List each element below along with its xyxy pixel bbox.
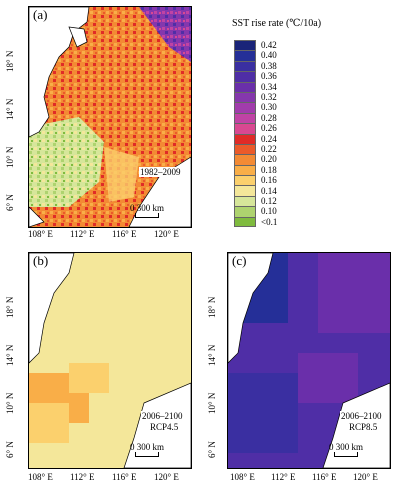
legend-label: 0.18 — [261, 164, 277, 175]
legend-label: 0.14 — [261, 185, 277, 196]
legend-label: 0.12 — [261, 196, 277, 206]
legend — [234, 40, 256, 228]
legend-swatch — [234, 216, 256, 228]
scale-label-c: 0 300 km — [329, 442, 364, 452]
legend-label: 0.24 — [261, 133, 277, 144]
legend-swatch — [234, 81, 256, 92]
lon-label-c-108: 108° E — [230, 472, 255, 482]
lon-label-a-116: 116° E — [112, 229, 137, 239]
legend-swatch — [234, 71, 256, 82]
legend-swatch — [234, 40, 256, 51]
lat-label-c-18: 18° N — [207, 296, 217, 318]
lat-label-a-10: 10° N — [5, 146, 15, 168]
lon-label-a-108: 108° E — [28, 229, 53, 239]
legend-swatch — [234, 112, 256, 124]
legend-swatch — [234, 133, 256, 144]
legend-swatch — [234, 102, 256, 113]
lat-label-b-18: 18° N — [5, 296, 15, 318]
lat-label-a-6: 6° N — [5, 194, 15, 211]
lon-label-c-112: 112° E — [271, 472, 296, 482]
legend-swatch — [234, 164, 256, 176]
legend-label: 0.30 — [261, 102, 277, 113]
lat-label-b-6: 6° N — [5, 441, 15, 458]
lon-label-b-120: 120° E — [154, 472, 179, 482]
sst-map-c — [228, 253, 390, 468]
legend-swatch — [234, 195, 256, 207]
map-panel-b: (b) 2006–2100 RCP4.5 0 300 km — [28, 252, 192, 469]
legend-title: SST rise rate (℃/10a) — [232, 18, 322, 29]
scenario-label-c: RCP8.5 — [348, 422, 379, 432]
lon-label-c-116: 116° E — [312, 472, 337, 482]
legend-swatch — [234, 50, 256, 61]
legend-swatch — [234, 175, 256, 186]
scale-bar-a — [135, 213, 159, 218]
legend-swatch — [234, 123, 256, 134]
lat-label-a-14: 14° N — [5, 98, 15, 120]
legend-swatch — [234, 154, 256, 165]
legend-swatch — [234, 60, 256, 72]
legend-label: 0.16 — [261, 175, 277, 186]
sst-map-b — [29, 253, 191, 468]
period-label-b: 2006–2100 — [141, 411, 184, 421]
legend-label: 0.38 — [261, 60, 277, 71]
map-panel-c: (c) 2006–2100 RCP8.5 0 300 km — [227, 252, 391, 469]
lat-label-a-18: 18° N — [5, 50, 15, 72]
legend-swatch — [234, 143, 256, 155]
panel-label-c: (c) — [231, 253, 248, 268]
lon-label-b-112: 112° E — [70, 472, 95, 482]
legend-label: <0.1 — [261, 216, 278, 227]
map-panel-a: (a) 1982–2009 0 300 km — [28, 6, 192, 228]
scale-label-a: 0 300 km — [130, 203, 165, 213]
lon-label-a-112: 112° E — [70, 229, 95, 239]
period-label-a: 1982–2009 — [139, 167, 182, 177]
sst-map-a — [29, 7, 191, 227]
lat-label-b-14: 14° N — [5, 344, 15, 366]
lon-label-a-120: 120° E — [154, 229, 179, 239]
lat-label-c-14: 14° N — [207, 344, 217, 366]
panel-label-b: (b) — [32, 253, 50, 268]
lat-label-b-10: 10° N — [5, 392, 15, 414]
lon-label-c-120: 120° E — [353, 472, 378, 482]
legend-label: 0.22 — [261, 144, 277, 154]
panel-label-a: (a) — [32, 7, 49, 22]
scale-label-b: 0 300 km — [130, 442, 165, 452]
legend-label: 0.40 — [261, 50, 277, 61]
scenario-label-b: RCP4.5 — [149, 422, 180, 432]
legend-label: 0.36 — [261, 71, 277, 82]
legend-label: 0.26 — [261, 123, 277, 134]
legend-label: 0.32 — [261, 92, 277, 102]
legend-label: 0.10 — [261, 206, 277, 217]
legend-label: 0.28 — [261, 112, 277, 123]
legend-label: 0.20 — [261, 154, 277, 165]
scale-bar-b — [135, 452, 159, 457]
legend-label: 0.34 — [261, 81, 277, 92]
legend-swatch — [234, 206, 256, 217]
legend-swatch — [234, 91, 256, 103]
lon-label-b-108: 108° E — [28, 472, 53, 482]
lat-label-c-6: 6° N — [207, 441, 217, 458]
legend-swatch — [234, 185, 256, 196]
period-label-c: 2006–2100 — [340, 411, 383, 421]
legend-label: 0.42 — [261, 40, 277, 50]
scale-bar-c — [334, 452, 358, 457]
lat-label-c-10: 10° N — [207, 392, 217, 414]
lon-label-b-116: 116° E — [112, 472, 137, 482]
